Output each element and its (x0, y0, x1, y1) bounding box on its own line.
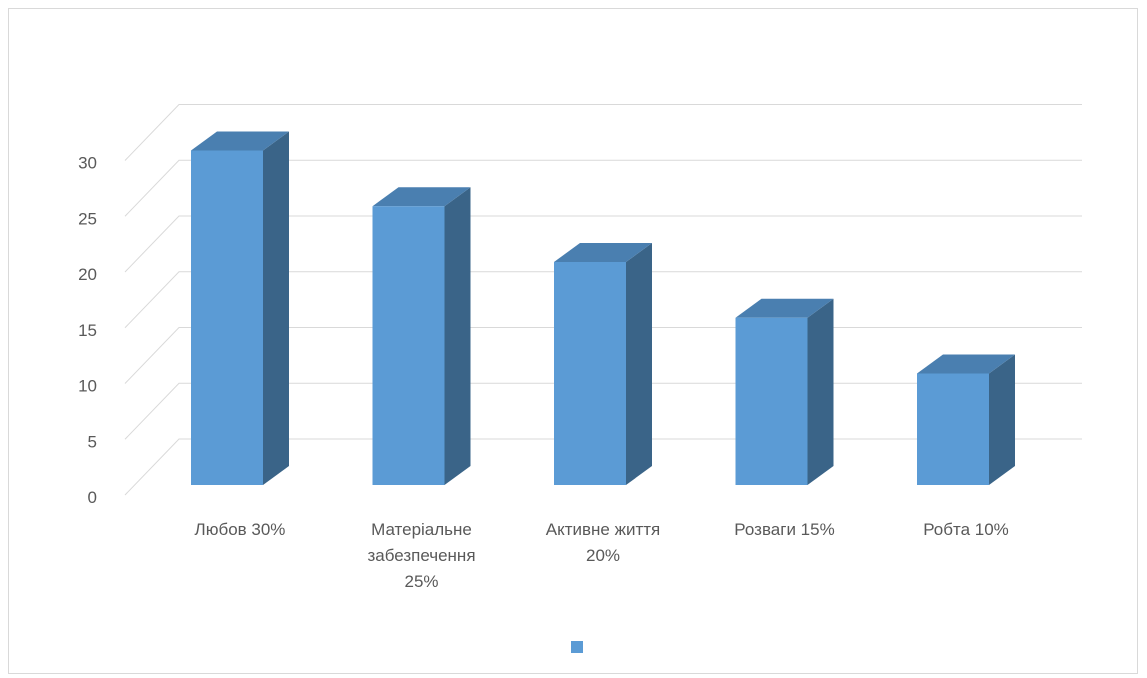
y-tick-label: 20 (78, 265, 97, 284)
category-label: Активне життя 20% (546, 520, 661, 565)
y-tick-label: 15 (78, 321, 97, 340)
bar (917, 354, 1015, 485)
bar (372, 187, 471, 485)
bars (191, 131, 1015, 485)
bar-front (554, 262, 626, 485)
gridline (124, 215, 1082, 273)
gridline (124, 159, 1082, 217)
bar (554, 243, 652, 485)
legend-marker (571, 641, 583, 653)
bar-side (444, 187, 471, 485)
category-label: Робта 10% (923, 520, 1009, 539)
bar-top (191, 131, 289, 151)
bar-top (372, 187, 471, 207)
bar-side (626, 243, 652, 485)
bar-top (554, 243, 652, 262)
x-axis-categories: Любов 30% Матеріальне забезпечення 25% Актив… (195, 520, 1009, 591)
legend (571, 641, 583, 653)
gridline (124, 104, 1082, 161)
y-tick-label: 5 (88, 432, 97, 451)
y-tick-label: 10 (78, 377, 97, 396)
y-tick-label: 30 (78, 154, 97, 173)
bar-front (917, 373, 989, 485)
bar-front (735, 317, 808, 485)
category-label: Розваги 15% (734, 520, 834, 539)
category-label: Любов 30% (195, 520, 286, 539)
y-tick-label: 0 (88, 488, 97, 507)
bar-front (372, 206, 445, 485)
bar-top (735, 298, 834, 318)
y-axis-ticks: 0 5 10 15 20 25 30 (78, 154, 97, 508)
bar-side (807, 298, 834, 485)
bar (735, 298, 834, 485)
bar (191, 131, 289, 485)
gridline (124, 271, 1082, 329)
y-tick-label: 25 (78, 209, 97, 228)
bar-side (263, 131, 289, 485)
bar-side (989, 354, 1015, 485)
category-label: Матеріальне забезпечення 25% (367, 520, 475, 591)
bar-top (917, 354, 1015, 374)
bar-front (191, 150, 263, 485)
